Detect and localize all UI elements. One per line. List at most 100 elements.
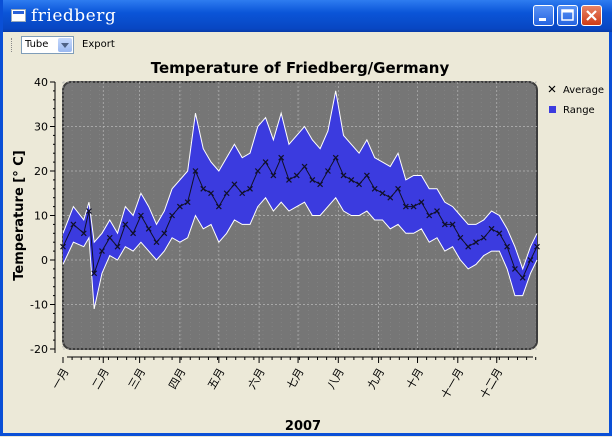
average-point (534, 243, 540, 250)
average-point (488, 225, 495, 232)
average-point (286, 176, 292, 183)
range-band (63, 90, 537, 309)
x-tick-label: 十月 (403, 366, 426, 392)
average-point (511, 265, 518, 272)
average-point (441, 221, 448, 228)
average-point (527, 257, 534, 263)
average-point (208, 190, 214, 197)
range-min-line (62, 196, 538, 310)
average-line (62, 156, 538, 279)
y-tick-label: 30 (34, 121, 48, 134)
average-point (130, 230, 137, 237)
average-point (387, 194, 394, 201)
export-button[interactable]: Export (82, 39, 115, 50)
close-button[interactable] (581, 5, 602, 26)
average-point (231, 181, 238, 188)
legend-average-label: Average (563, 85, 604, 96)
average-point (356, 181, 363, 188)
mode-select[interactable]: Tube (21, 36, 74, 54)
minimize-button[interactable] (533, 5, 554, 26)
average-point (363, 172, 370, 179)
average-point (418, 199, 425, 206)
average-point (278, 154, 285, 161)
plot-area: Temperature of Friedberg/Germany -20 -10 0 1… (3, 56, 612, 436)
average-point (153, 239, 160, 246)
average-point (192, 168, 199, 174)
average-point (239, 190, 246, 197)
average-point (161, 230, 168, 237)
y-tick-label: 10 (34, 210, 48, 223)
average-point (247, 185, 253, 192)
x-tick-label: 三月 (126, 366, 148, 392)
average-point (114, 243, 121, 250)
legend-range-label: Range (563, 105, 595, 116)
x-tick-label: 四月 (166, 366, 188, 392)
average-point (223, 190, 230, 197)
average-point (426, 212, 433, 219)
average-point (496, 230, 503, 237)
average-point (340, 172, 347, 179)
chart-title: Temperature of Friedberg/Germany (151, 59, 450, 77)
average-point (449, 221, 456, 228)
chevron-down-icon[interactable] (58, 38, 72, 52)
x-tick-label: 二月 (90, 366, 112, 392)
average-point (169, 212, 176, 219)
average-point (402, 203, 409, 210)
average-point (348, 176, 355, 183)
average-point (60, 243, 66, 250)
average-point (215, 203, 222, 210)
average-point (99, 248, 105, 255)
legend-range-swatch (549, 106, 556, 113)
average-point (91, 270, 98, 277)
average-point (122, 221, 129, 228)
average-point (309, 176, 316, 183)
x-tick-label: 六月 (245, 366, 267, 392)
average-point (106, 234, 113, 241)
average-point (254, 168, 261, 174)
y-tick-label: 0 (41, 254, 48, 267)
average-point (324, 168, 331, 174)
maximize-icon (561, 9, 574, 21)
toolbar-grip[interactable] (11, 38, 15, 52)
average-point (200, 185, 207, 192)
y-axis-label: Temperature [° C] (12, 150, 27, 280)
average-point (317, 181, 324, 188)
window-icon (11, 9, 26, 22)
average-point (176, 203, 183, 210)
y-tick-label: 20 (34, 165, 48, 178)
average-point (434, 208, 440, 214)
y-tick-label: 40 (34, 76, 48, 89)
average-point (184, 199, 191, 206)
average-point (473, 239, 479, 246)
average-point (86, 208, 92, 214)
x-tick-label: 七月 (284, 366, 306, 392)
x-tick-label: 一月 (49, 366, 71, 392)
average-point (262, 159, 269, 166)
average-point (371, 185, 378, 192)
legend-average-marker (548, 85, 556, 93)
title-bar[interactable]: friedberg (3, 0, 612, 32)
close-icon (586, 10, 597, 21)
x-tick-label: 八月 (325, 366, 347, 392)
x-axis-label: 2007 (285, 419, 321, 433)
toolbar: Tube Export (6, 34, 609, 56)
average-point (80, 230, 87, 237)
average-point (480, 234, 487, 241)
window-title: friedberg (31, 6, 117, 26)
average-point (270, 172, 277, 179)
average-point (379, 190, 386, 197)
x-tick-label: 五月 (205, 366, 227, 392)
maximize-button[interactable] (557, 5, 578, 26)
average-point (410, 203, 417, 210)
y-tick-label: -10 (30, 299, 48, 312)
minimize-icon (539, 18, 546, 21)
average-point (504, 243, 511, 250)
temperature-chart: Temperature of Friedberg/Germany -20 -10 0 1… (12, 59, 604, 434)
average-point (301, 163, 308, 170)
mode-select-value: Tube (25, 39, 49, 50)
x-tick-label: 九月 (365, 366, 387, 392)
average-point (332, 154, 339, 161)
y-tick-label: -20 (30, 343, 48, 356)
average-point (395, 185, 401, 192)
